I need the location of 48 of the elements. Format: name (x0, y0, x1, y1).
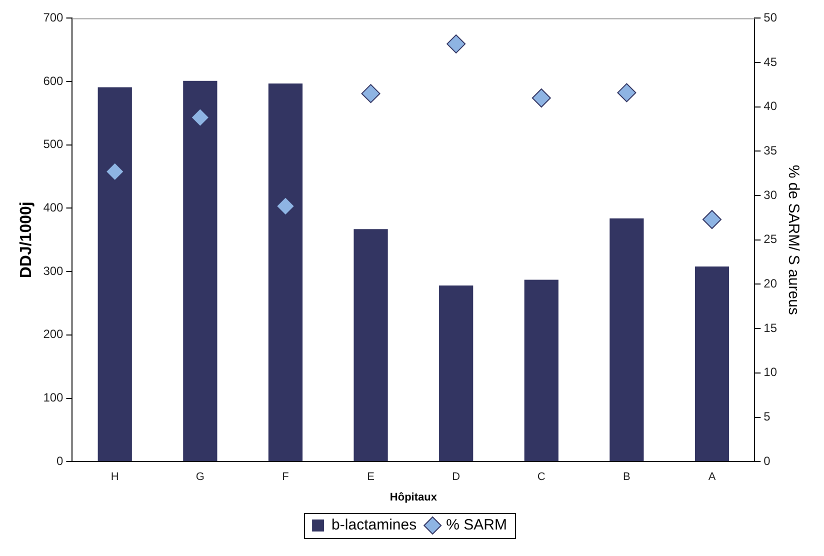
y-tick-label: 700 (43, 10, 64, 25)
x-tick-label: E (367, 471, 374, 484)
bar (694, 266, 730, 462)
x-tick-label: H (110, 471, 119, 484)
y-axis-title: DDJ/1000j (18, 202, 36, 278)
bar (268, 83, 303, 462)
bar (183, 80, 218, 462)
x-tick-label: B (623, 471, 630, 484)
y-tick-label: 600 (43, 74, 64, 88)
x-tick-label: D (452, 471, 460, 484)
bar (610, 218, 644, 462)
y-tick-label: 200 (43, 327, 64, 342)
point (276, 196, 295, 216)
y2-tick-label: 15 (764, 320, 778, 335)
point (446, 34, 466, 54)
y2-tick-label: 40 (764, 99, 778, 114)
point (105, 162, 124, 182)
y-tick-label: 100 (43, 390, 64, 405)
point (190, 108, 210, 128)
y2-tick-label: 35 (764, 144, 778, 158)
bar (98, 87, 132, 462)
y-tick-label: 0 (56, 454, 64, 468)
x-tick-label: G (196, 471, 204, 484)
y-tick-label: 300 (43, 264, 64, 278)
legend-label: b-lactamines (332, 516, 417, 534)
y2-tick-label: 45 (764, 54, 778, 69)
point (617, 83, 636, 102)
x-tick-label: F (282, 471, 290, 484)
y-tick-label: 400 (43, 200, 64, 215)
bar (354, 229, 388, 462)
y2-tick-label: 10 (764, 365, 778, 380)
x-axis-title: Hôpitaux (390, 491, 438, 504)
y2-tick-label: 20 (764, 276, 778, 291)
x-tick-label: A (708, 471, 716, 484)
point (532, 88, 551, 108)
y-tick-label: 500 (43, 137, 64, 152)
y2-tick-label: 30 (764, 188, 778, 202)
y2-tick-label: 50 (764, 10, 778, 25)
point (702, 210, 722, 230)
y2-tick-label: 0 (764, 454, 771, 468)
y2-axis-title: % de SARM/ S aureus (784, 164, 802, 315)
bar (439, 286, 474, 462)
y2-tick-label: 25 (764, 232, 778, 246)
y2-tick-label: 5 (764, 410, 771, 424)
x-tick-label: C (537, 471, 546, 484)
point (361, 84, 380, 104)
bar (524, 280, 558, 462)
legend-label: % SARM (446, 516, 507, 534)
